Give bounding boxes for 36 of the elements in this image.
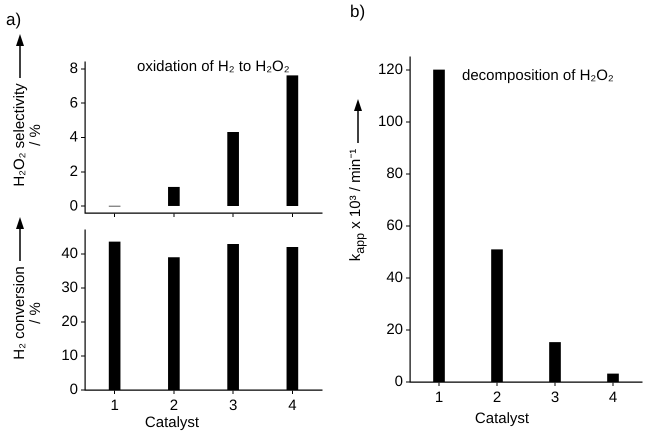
bar: [168, 186, 180, 206]
y-tick-label: 0: [70, 197, 78, 214]
y-tick-label: 20: [61, 313, 78, 330]
x-tick-label: 1: [110, 397, 119, 414]
y-tick-label: 80: [386, 165, 403, 182]
text: b): [350, 2, 366, 22]
y-tick-label: 4: [70, 128, 78, 146]
text: a): [6, 10, 22, 30]
y-tick-label: 20: [386, 321, 403, 338]
y-tick-label: 6: [70, 94, 78, 112]
y-tick-label: 10: [61, 347, 78, 364]
y-tick-label: 60: [386, 217, 403, 234]
y-tick-label: 40: [386, 269, 403, 286]
y-tick-label: 0: [70, 381, 78, 398]
x-axis-title: Catalyst: [474, 410, 530, 427]
y-tick-label: 100: [378, 113, 403, 130]
y-tick-label: 8: [70, 60, 78, 78]
y-tick-label: 30: [61, 279, 78, 296]
x-tick-label: 1: [434, 389, 444, 406]
x-axis-title: Catalyst: [144, 414, 200, 431]
x-tick-label: 2: [492, 389, 502, 406]
y-axis-title: H₂ conversion / %: [11, 266, 44, 360]
chart-title: oxidation of H₂ to H₂O₂: [137, 58, 290, 75]
x-tick-label: 4: [608, 389, 618, 406]
y-tick-label: 2: [70, 162, 78, 180]
x-tick-label: 3: [228, 397, 238, 414]
x-tick-label: 2: [170, 397, 178, 414]
text: decomposition of H₂O₂: [462, 67, 614, 84]
y-tick-label: 0: [394, 373, 403, 390]
bar: [227, 132, 239, 206]
y-tick-label: 120: [378, 61, 403, 78]
x-tick-label: 4: [288, 397, 297, 414]
bar: [286, 75, 298, 206]
y-axis-title: H₂O₂ selectivity / %: [11, 83, 44, 187]
y-tick-label: 40: [61, 244, 78, 262]
x-tick-label: 3: [550, 389, 560, 406]
